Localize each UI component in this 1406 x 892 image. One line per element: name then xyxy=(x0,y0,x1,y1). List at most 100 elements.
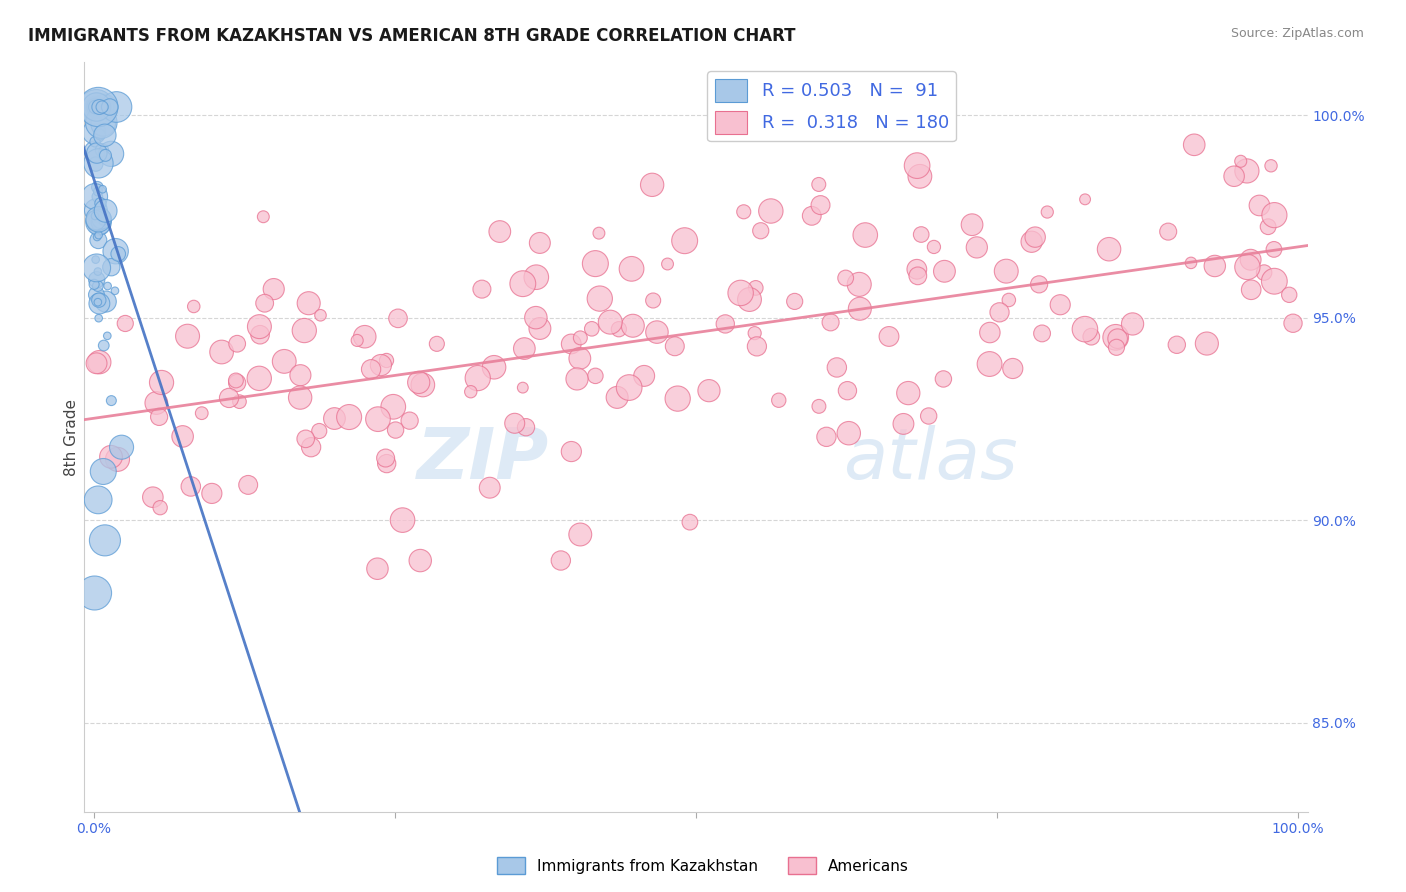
Point xyxy=(714,317,737,331)
Point xyxy=(657,257,679,271)
Point xyxy=(87,233,110,247)
Point xyxy=(299,440,322,454)
Point xyxy=(91,465,114,479)
Point xyxy=(1049,298,1071,312)
Point xyxy=(83,145,105,159)
Point xyxy=(93,100,115,114)
Point xyxy=(1122,317,1144,331)
Point xyxy=(482,360,505,375)
Point xyxy=(1257,219,1279,234)
Point xyxy=(1278,288,1301,302)
Point xyxy=(617,380,640,394)
Point xyxy=(1166,338,1188,352)
Point xyxy=(513,342,536,356)
Point xyxy=(83,100,105,114)
Point xyxy=(94,203,117,218)
Point xyxy=(84,213,107,227)
Point xyxy=(84,100,107,114)
Point xyxy=(1024,230,1046,244)
Point xyxy=(738,293,761,307)
Point xyxy=(387,311,409,326)
Point xyxy=(87,100,110,114)
Point xyxy=(201,486,224,500)
Point xyxy=(834,271,856,285)
Point xyxy=(922,240,945,254)
Point xyxy=(89,206,111,220)
Point xyxy=(820,315,842,329)
Point xyxy=(89,355,111,369)
Point xyxy=(697,384,720,398)
Point xyxy=(1253,266,1275,280)
Point xyxy=(744,281,766,295)
Point xyxy=(89,296,111,310)
Text: IMMIGRANTS FROM KAZAKHSTAN VS AMERICAN 8TH GRADE CORRELATION CHART: IMMIGRANTS FROM KAZAKHSTAN VS AMERICAN 8… xyxy=(28,27,796,45)
Point xyxy=(1157,225,1180,239)
Point xyxy=(308,424,330,438)
Point xyxy=(93,100,115,114)
Point xyxy=(87,100,110,114)
Point xyxy=(97,279,120,293)
Point xyxy=(91,214,114,228)
Point xyxy=(550,553,572,567)
Point xyxy=(94,533,117,548)
Point xyxy=(664,339,686,353)
Point xyxy=(93,100,115,114)
Point xyxy=(83,189,105,203)
Point xyxy=(84,157,107,171)
Point xyxy=(89,128,111,142)
Point xyxy=(966,240,988,254)
Point xyxy=(149,500,172,515)
Point xyxy=(84,209,107,223)
Point xyxy=(91,100,114,114)
Point xyxy=(1223,169,1246,184)
Point xyxy=(641,178,664,192)
Point xyxy=(86,100,108,114)
Point xyxy=(524,270,547,285)
Point xyxy=(391,513,413,527)
Point xyxy=(273,354,295,368)
Point xyxy=(83,277,105,292)
Point xyxy=(730,285,752,300)
Point xyxy=(87,216,110,230)
Point xyxy=(103,100,125,114)
Point xyxy=(783,294,806,309)
Text: Source: ZipAtlas.com: Source: ZipAtlas.com xyxy=(1230,27,1364,40)
Point xyxy=(86,273,108,287)
Point xyxy=(759,204,782,219)
Point xyxy=(86,287,108,301)
Point xyxy=(1105,330,1128,344)
Point xyxy=(749,224,772,238)
Point xyxy=(1080,329,1102,343)
Point xyxy=(1036,205,1059,219)
Point xyxy=(810,198,832,212)
Point xyxy=(180,479,202,493)
Point xyxy=(375,457,398,471)
Point xyxy=(90,100,112,114)
Point xyxy=(100,146,122,161)
Legend: R = 0.503   N =  91, R =  0.318   N = 180: R = 0.503 N = 91, R = 0.318 N = 180 xyxy=(707,71,956,141)
Point xyxy=(529,235,551,250)
Point xyxy=(84,135,107,149)
Point xyxy=(105,100,128,114)
Point xyxy=(290,368,312,383)
Point xyxy=(907,268,929,283)
Point xyxy=(94,128,117,143)
Point xyxy=(569,527,592,541)
Point xyxy=(512,381,534,395)
Point xyxy=(807,178,830,192)
Point xyxy=(815,430,838,444)
Point xyxy=(86,260,108,275)
Point xyxy=(998,293,1021,307)
Point xyxy=(86,146,108,161)
Point xyxy=(768,393,790,408)
Point xyxy=(94,148,117,162)
Point xyxy=(934,264,956,278)
Point xyxy=(849,301,872,316)
Point xyxy=(104,284,127,298)
Point xyxy=(84,100,107,114)
Point xyxy=(86,100,108,114)
Point xyxy=(87,100,110,114)
Point xyxy=(512,277,534,291)
Point xyxy=(1236,164,1258,178)
Point xyxy=(621,318,644,333)
